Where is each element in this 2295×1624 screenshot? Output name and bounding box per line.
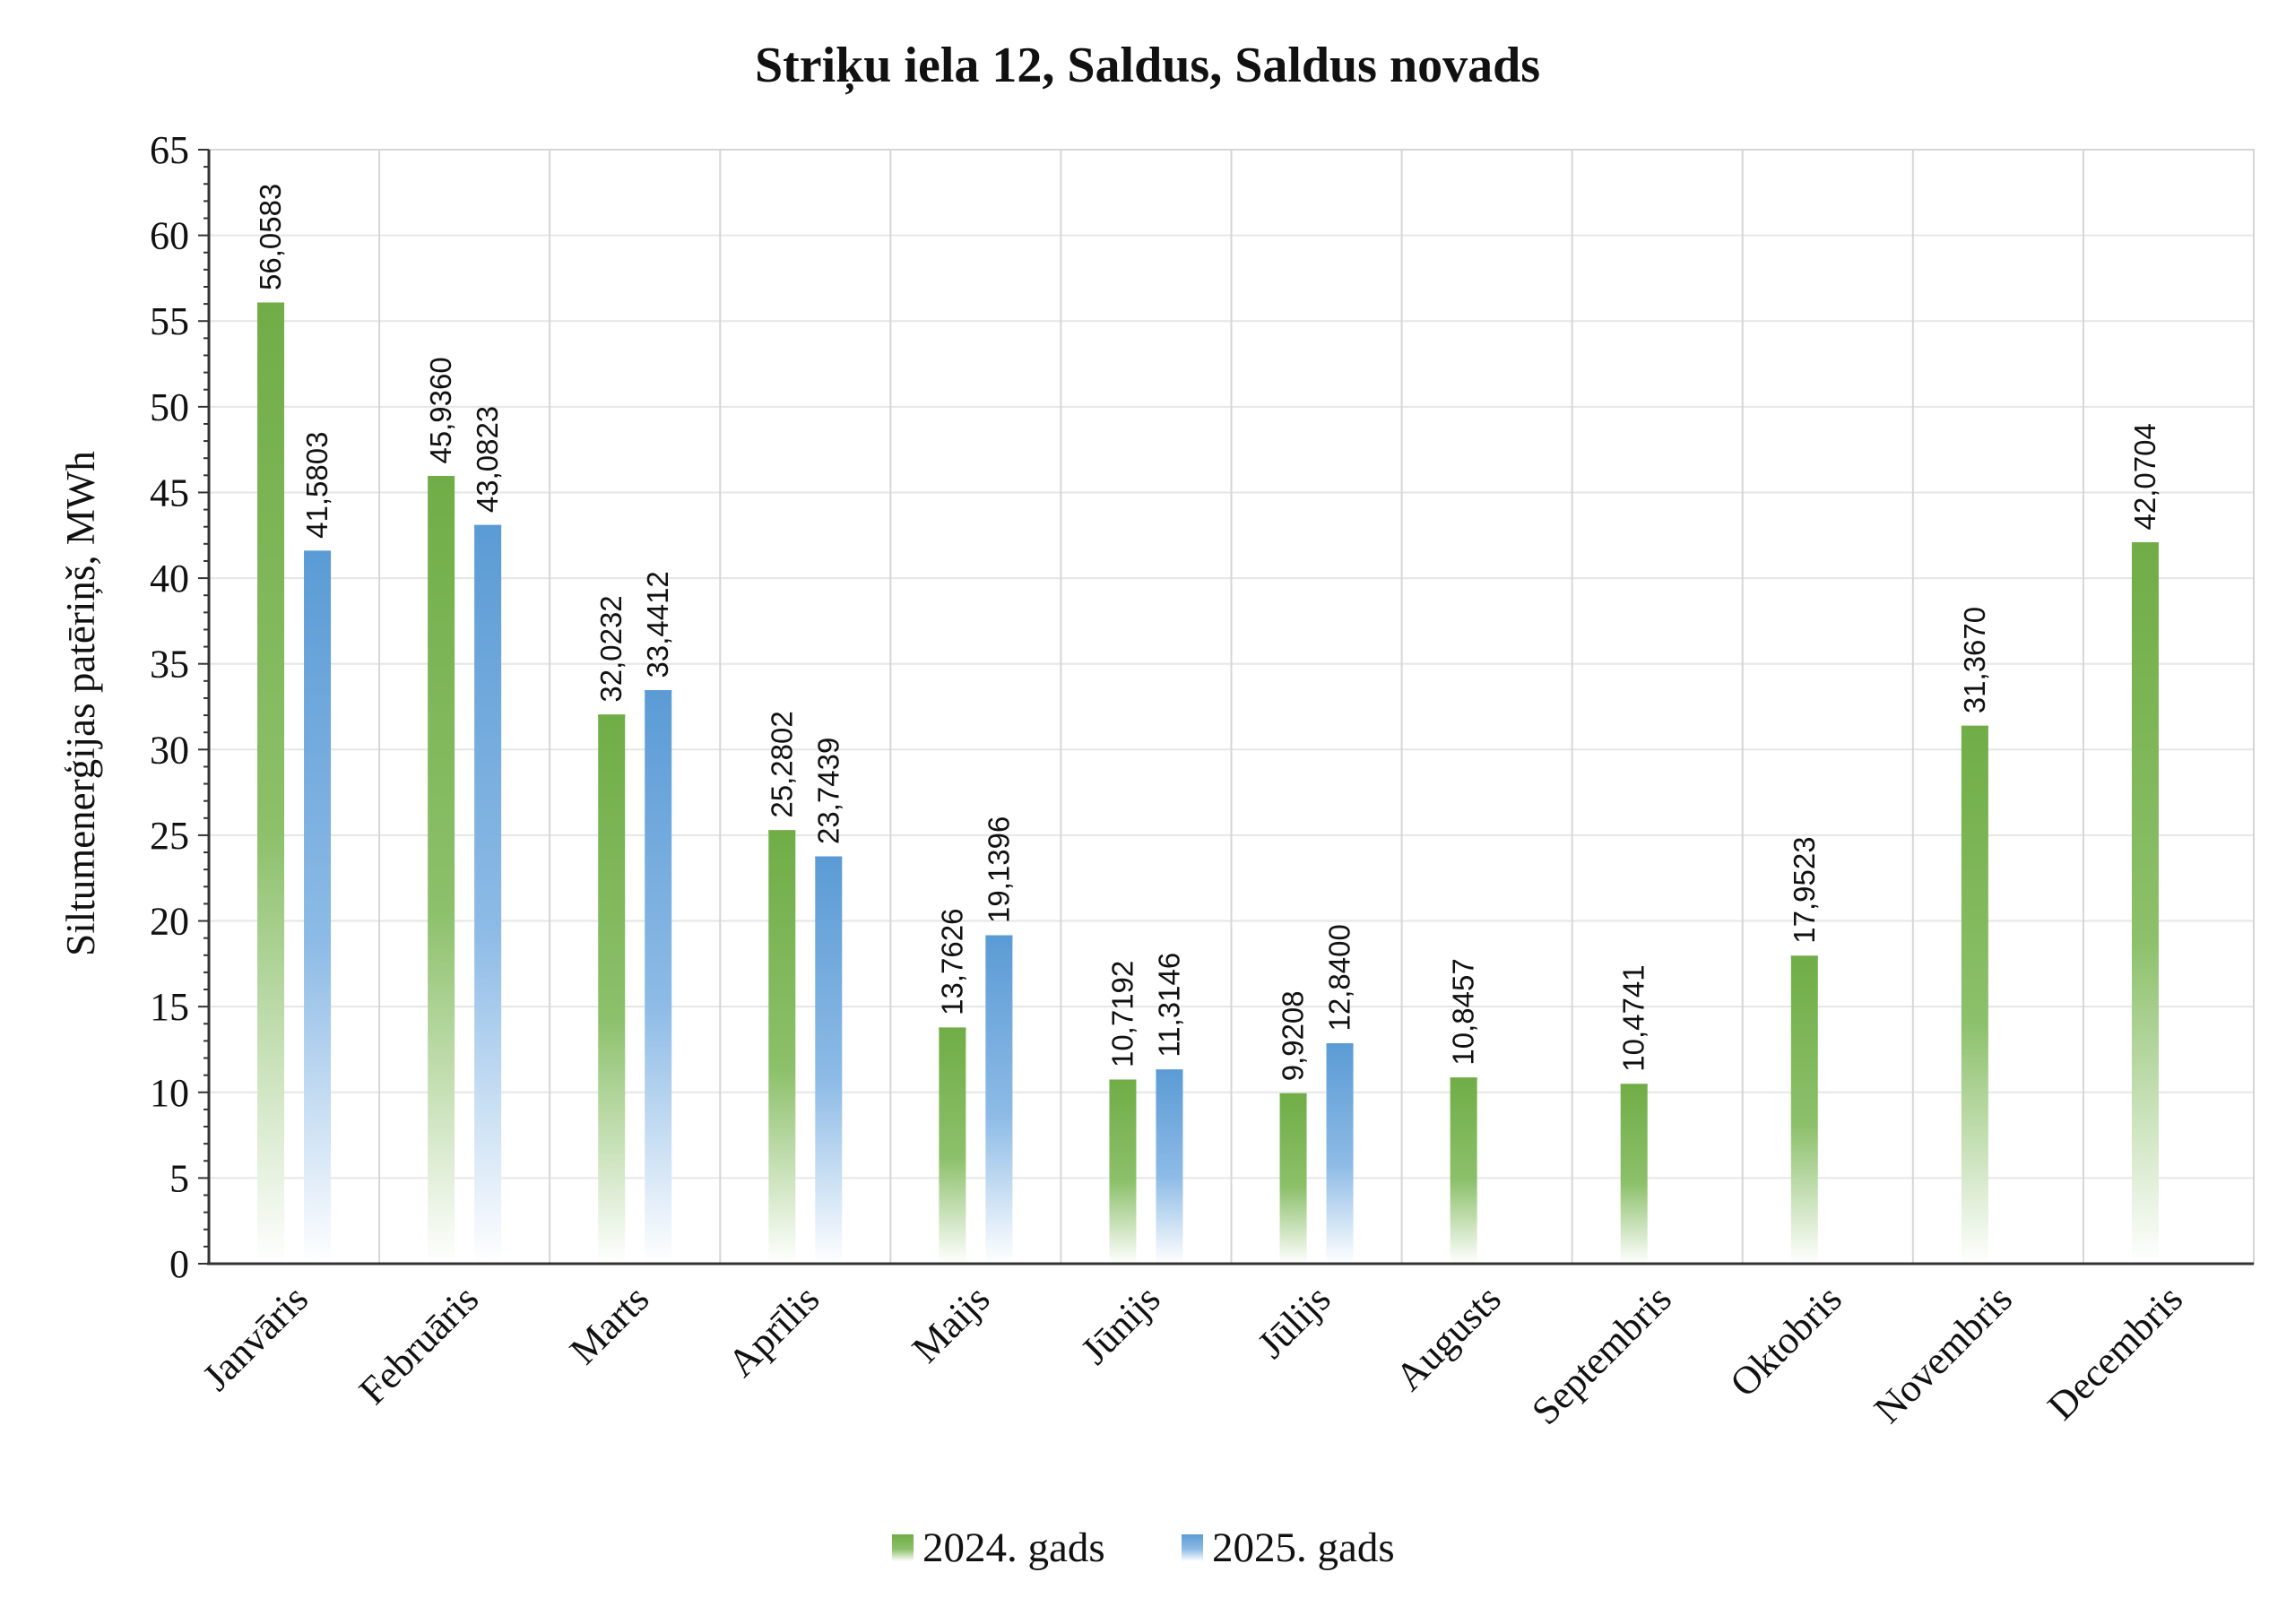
y-tick-label: 45 [150,471,189,514]
data-label: 33,4412 [641,571,674,678]
x-tick-label: Aprīlis [719,1276,827,1385]
y-axis-label: Siltumenerģijas patēriņš, MWh [58,451,103,956]
x-tick-label: Maijs [904,1276,999,1371]
bar [985,935,1013,1264]
data-label: 45,9360 [424,357,457,463]
x-tick-label: Marts [561,1276,657,1372]
data-label: 56,0583 [254,184,287,290]
bar [1450,1077,1477,1264]
y-tick-label: 15 [150,985,189,1029]
chart-title: Striķu iela 12, Saldus, Saldus novads [755,38,1540,95]
x-tick-label: Jūnijs [1072,1276,1168,1372]
bar [1156,1069,1183,1264]
bar [1326,1043,1354,1264]
data-label: 10,8457 [1447,958,1480,1065]
x-tick-label: Jūlijs [1249,1276,1338,1366]
x-tick-label: Februāris [351,1276,487,1412]
data-label: 10,7192 [1105,961,1139,1067]
bar [815,856,843,1264]
bar [428,476,455,1264]
y-tick-label: 20 [150,900,189,944]
bar [257,302,285,1265]
data-label: 25,2802 [765,711,798,817]
x-tick-label: Janvāris [195,1276,317,1399]
bar [1620,1084,1648,1264]
y-tick-label: 55 [150,299,189,343]
y-tick-label: 5 [169,1156,189,1200]
x-tick-label: Decembris [2040,1276,2191,1428]
bar [939,1027,966,1264]
bar [474,525,502,1264]
data-label: 9,9208 [1277,990,1310,1081]
data-label: 31,3670 [1958,607,1991,713]
y-tick-label: 35 [150,643,189,687]
bar [1961,726,1988,1264]
y-tick-label: 40 [150,557,189,600]
data-label: 17,9523 [1788,836,1821,943]
bar [598,714,626,1264]
data-labels: 56,0583 45,9360 32,0232 25,2802 13,7626 10,71… [254,184,2161,1082]
data-label: 42,0704 [2128,423,2161,530]
bar [2131,542,2159,1264]
x-tick-label: Oktobris [1721,1276,1850,1405]
x-tick-label: Septembris [1523,1276,1680,1433]
x-tick-label: Novembris [1866,1276,2021,1431]
data-label: 19,1396 [982,816,1015,923]
legend-swatch [1182,1534,1203,1561]
x-tick-label: Augusts [1387,1276,1510,1399]
axes: 0 5 10 15 20 25 30 35 40 45 50 55 60 65 Janvāris Februā… [150,128,2254,1433]
bar [304,550,332,1264]
y-tick-label: 50 [150,385,189,429]
y-tick-label: 0 [169,1242,189,1286]
legend-label: 2024. gads [922,1525,1105,1571]
y-tick-label: 60 [150,214,189,258]
data-label: 11,3146 [1152,953,1185,1058]
legend-label: 2025. gads [1212,1525,1395,1571]
data-label: 10,4741 [1617,964,1650,1071]
data-label: 12,8400 [1323,924,1356,1031]
bar [1279,1093,1307,1264]
data-label: 32,0232 [594,595,628,702]
data-label: 23,7439 [811,738,844,844]
bar [1790,955,1818,1264]
legend-swatch [892,1534,914,1561]
legend: 2024. gads 2025. gads [892,1525,1395,1571]
bar [1109,1080,1137,1264]
y-tick-label: 25 [150,814,189,858]
data-label: 13,7626 [935,909,968,1015]
bars [257,302,2159,1265]
grid [208,149,2255,1265]
y-tick-label: 65 [150,128,189,172]
bar [645,690,672,1264]
y-tick-label: 30 [150,728,189,772]
data-label: 43,0823 [471,406,504,513]
bar [768,830,796,1264]
data-label: 41,5803 [300,432,333,539]
y-tick-label: 10 [150,1071,189,1115]
